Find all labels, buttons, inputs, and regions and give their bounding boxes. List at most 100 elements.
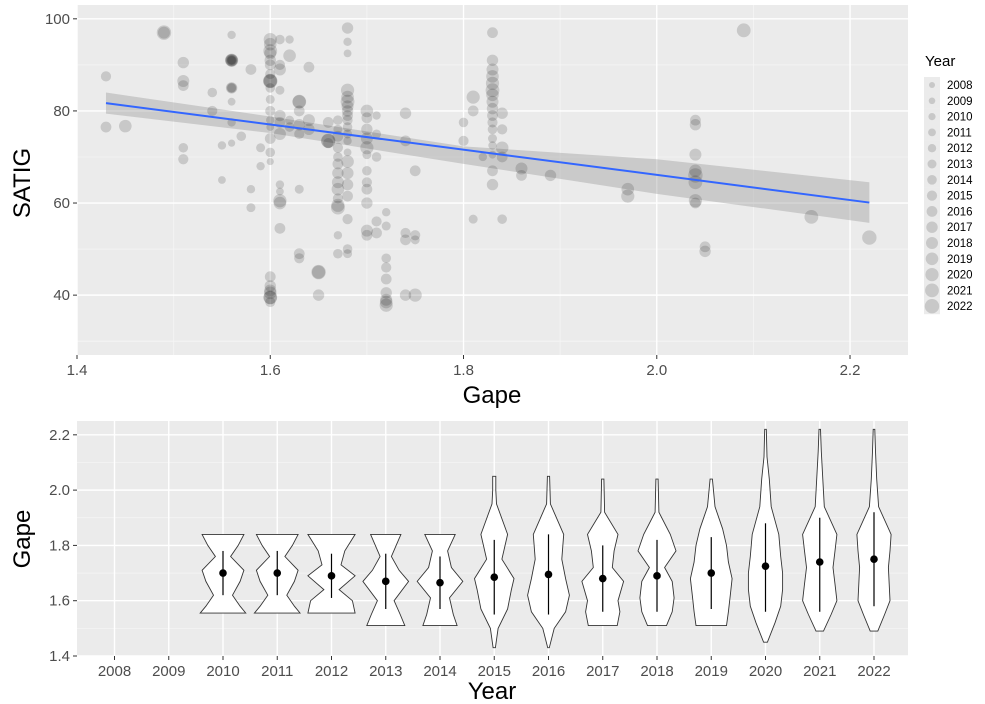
scatter-point: [274, 222, 286, 234]
scatter-point: [488, 134, 497, 144]
scatter-point: [372, 111, 381, 120]
scatter-point: [256, 143, 266, 153]
scatter-point: [699, 245, 711, 258]
scatter-point: [276, 187, 284, 196]
scatter-point: [218, 176, 226, 184]
scatter-point: [263, 32, 277, 47]
scatter-point: [225, 54, 238, 67]
scatter-point: [485, 83, 500, 98]
scatter-point: [342, 115, 353, 126]
scatter-point: [862, 230, 877, 245]
scatter-point: [273, 63, 286, 76]
scatter-point: [342, 190, 353, 202]
scatter-point: [409, 165, 421, 177]
scatter-point: [226, 82, 237, 93]
scatter-point: [486, 63, 499, 76]
scatter-point: [699, 241, 711, 253]
legend: Year 2008 2009 2010 2011 2012 2013 2014 2015 201…: [924, 53, 973, 315]
confidence-band: [105, 92, 870, 223]
scatter-point: [688, 194, 703, 208]
legend-label: 2021: [947, 285, 973, 297]
x-tick-label: 2.2: [840, 362, 861, 379]
scatter-point: [487, 124, 498, 135]
scatter-point: [227, 83, 237, 93]
legend-key-symbol: [926, 221, 938, 233]
scatter-point: [274, 109, 286, 122]
scatter-point: [156, 25, 172, 40]
scatter-point: [399, 107, 412, 119]
y-tick-label: 40: [53, 287, 70, 304]
scatter-point: [487, 165, 498, 177]
legend-label: 2013: [947, 159, 973, 171]
scatter-point: [273, 196, 287, 210]
x-tick-label: 1.4: [67, 362, 88, 379]
x-tick-label: 2017: [586, 663, 619, 680]
scatter-point: [177, 74, 190, 87]
scatter-y-tick-labels: 40 60 80 100: [45, 11, 77, 304]
scatter-point: [486, 178, 499, 191]
scatter-point: [177, 80, 189, 91]
scatter-point: [302, 114, 315, 127]
scatter-point: [341, 100, 354, 113]
legend-key-symbol: [925, 283, 939, 298]
scatter-point: [311, 265, 326, 279]
scatter-point: [468, 214, 478, 224]
x-tick-label: 2015: [478, 663, 511, 680]
scatter-point: [225, 53, 238, 67]
violin-mean-point: [707, 569, 716, 577]
scatter-point: [689, 148, 702, 161]
scatter-point: [488, 141, 497, 150]
x-tick-label: 2018: [640, 663, 673, 680]
scatter-point: [342, 122, 353, 132]
scatter-point: [362, 165, 372, 176]
scatter-point: [256, 161, 265, 171]
scatter-point: [264, 59, 276, 71]
legend-key-background: [924, 124, 940, 141]
scatter-point: [371, 227, 382, 239]
scatter-point: [332, 167, 344, 179]
scatter-point: [341, 167, 354, 180]
scatter-point: [380, 293, 393, 306]
legend-label: 2019: [947, 254, 973, 266]
scatter-point: [100, 71, 112, 82]
scatter-y-axis-title: SATIG: [9, 148, 36, 218]
legend-key-symbol: [927, 159, 937, 169]
violin-mean-point: [327, 572, 336, 580]
violin-mean-point: [219, 569, 227, 577]
legend-label: 2020: [947, 270, 973, 282]
scatter-point: [486, 88, 499, 102]
scatter-point: [264, 47, 277, 60]
y-tick-label: 2.2: [49, 427, 70, 444]
legend-title: Year: [925, 53, 955, 70]
scatter-point: [379, 295, 393, 309]
legend-key-background: [924, 250, 940, 267]
scatter-point: [227, 56, 236, 65]
legend-key-symbol: [928, 97, 936, 105]
x-tick-label: 2021: [803, 663, 836, 680]
scatter-point: [217, 141, 227, 150]
scatter-point: [285, 115, 295, 125]
scatter-point: [331, 198, 345, 212]
scatter-point: [544, 169, 557, 182]
scatter-point: [361, 112, 373, 124]
scatter-point: [486, 70, 499, 83]
x-tick-label: 2009: [152, 663, 185, 680]
scatter-point: [380, 287, 392, 299]
scatter-point: [157, 26, 170, 39]
scatter-x-tick-labels: 1.4 1.6 1.8 2.0 2.2: [67, 355, 861, 379]
scatter-point: [341, 22, 354, 34]
legend-key-background: [924, 187, 940, 204]
scatter-point: [486, 95, 499, 108]
scatter-point: [333, 124, 343, 134]
scatter-point: [265, 105, 276, 117]
scatter-point: [333, 152, 343, 162]
scatter-point: [340, 83, 355, 97]
scatter-point: [333, 231, 343, 240]
scatter-point: [294, 253, 305, 264]
scatter-point: [360, 132, 373, 145]
scatter-point: [515, 162, 528, 175]
x-tick-label: 2014: [423, 663, 456, 680]
scatter-point: [362, 150, 372, 160]
scatter-point: [333, 115, 343, 125]
scatter-point: [408, 288, 422, 302]
